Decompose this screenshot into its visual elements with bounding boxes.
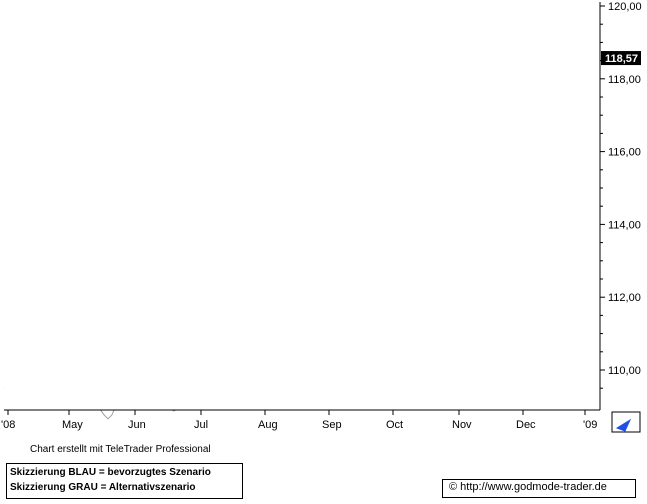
- last-price-label: 118,57: [605, 53, 638, 65]
- y-tick-label: 112,00: [608, 292, 641, 304]
- x-tick-label: Jul: [194, 419, 208, 431]
- scenario-legend: Skizzierung BLAU = bevorzugtes Szenario …: [6, 463, 243, 499]
- chart-credit: Chart erstellt mit TeleTrader Profession…: [30, 444, 211, 455]
- legend-gray-scenario: Skizzierung GRAU = Alternativszenario: [10, 482, 196, 493]
- y-tick-label: 118,00: [608, 74, 641, 86]
- y-tick-label: 116,00: [608, 147, 641, 159]
- x-tick-label: Sep: [322, 419, 342, 431]
- website-url: © http://www.godmode-trader.de: [449, 481, 607, 493]
- x-tick-label: '08: [1, 419, 15, 431]
- legend-blue-scenario: Skizzierung BLAU = bevorzugtes Szenario: [10, 467, 211, 478]
- x-tick-label: Dec: [516, 419, 536, 431]
- y-tick-label: 114,00: [608, 219, 641, 231]
- x-tick-label: Nov: [452, 419, 472, 431]
- y-tick-label: 110,00: [608, 365, 641, 377]
- x-tick-label: May: [62, 419, 83, 431]
- y-tick-label: 120,00: [608, 1, 642, 13]
- x-tick-label: Oct: [386, 419, 403, 431]
- website-link[interactable]: © http://www.godmode-trader.de: [442, 479, 636, 498]
- x-tick-label: '09: [583, 419, 597, 431]
- plot-area: [4, 2, 600, 410]
- x-tick-label: Jun: [128, 419, 146, 431]
- arrow-icon[interactable]: [615, 418, 632, 432]
- last-price-tag: [601, 51, 641, 66]
- x-tick-label: Aug: [258, 419, 278, 431]
